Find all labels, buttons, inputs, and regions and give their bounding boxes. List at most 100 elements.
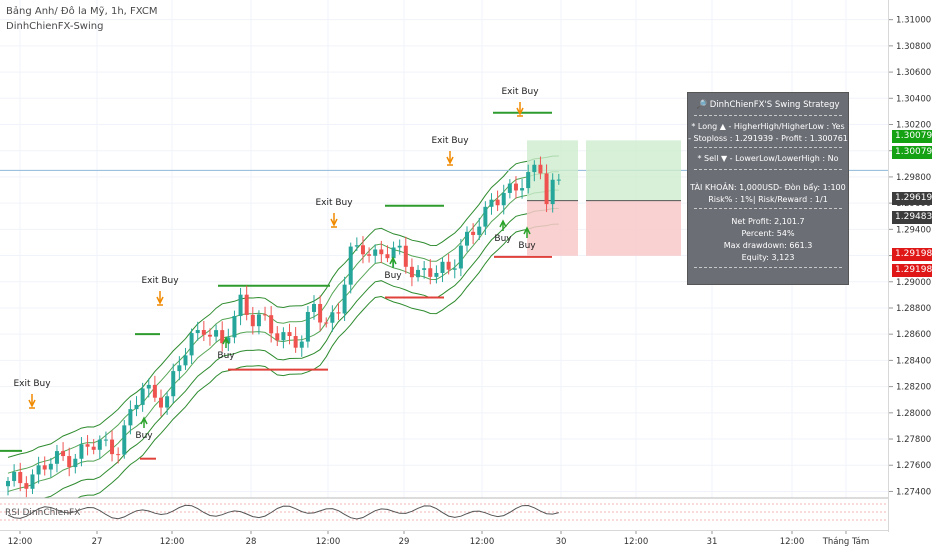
info-title-text: DinhChienFX'S Swing Strategy xyxy=(709,100,840,110)
candle-body xyxy=(556,179,561,181)
candle-body xyxy=(116,454,121,456)
candle-body xyxy=(79,444,84,459)
candle-body xyxy=(128,409,133,426)
time-tick-label: 12:00 xyxy=(470,537,495,547)
candle-body xyxy=(452,268,457,270)
candle-body xyxy=(152,384,157,398)
candle-body xyxy=(422,268,427,270)
info-long-line: * Long ▲ - HigherHigh/HigherLow : Yes xyxy=(691,122,845,131)
info-separator xyxy=(694,115,842,116)
candle-body xyxy=(397,245,402,248)
candle-body xyxy=(30,474,35,489)
candle-body xyxy=(275,333,280,341)
candle-body xyxy=(434,272,439,277)
candle-body xyxy=(287,332,292,337)
info-separator xyxy=(694,267,842,268)
price-tick-label: 1.28000 xyxy=(896,409,931,419)
price-tick-label: 1.31000 xyxy=(896,16,931,26)
candle-body xyxy=(507,183,512,193)
exit-buy-label: Exit Buy xyxy=(315,198,353,208)
candle-body xyxy=(330,312,335,323)
candle-body xyxy=(379,249,384,255)
exit-buy-label: Exit Buy xyxy=(13,379,51,389)
price-tick-label: 1.27800 xyxy=(896,435,931,445)
candle-body xyxy=(189,333,194,356)
time-tick-label: 12:00 xyxy=(624,537,649,547)
candle-body xyxy=(140,388,145,405)
buy-arrow-icon xyxy=(523,226,531,238)
price-tag: 1.29198 xyxy=(892,248,932,261)
loss-zone xyxy=(586,200,681,256)
candle-body xyxy=(324,322,329,324)
candle-body xyxy=(477,226,482,235)
candle-body xyxy=(446,261,451,270)
info-percent: Percent: 54% xyxy=(741,229,795,238)
band-line xyxy=(7,223,559,527)
price-tag: 1.29619 xyxy=(892,192,932,205)
time-axis[interactable]: 12:00 27 12:00 28 12:00 29 12:00 30 12:00 31 12:00… xyxy=(0,530,888,551)
time-tick-label: 12:00 xyxy=(316,537,341,547)
info-sell-line: * Sell ▼ - LowerLow/LowerHigh : No xyxy=(697,154,839,163)
magnifier-icon: 🔎 xyxy=(696,100,708,110)
candle-body xyxy=(281,332,286,341)
time-tick-label: 27 xyxy=(92,537,103,547)
info-separator xyxy=(694,147,842,148)
info-net-profit: Net Profit: 2,101.7 xyxy=(731,217,805,226)
candle-body xyxy=(428,268,433,277)
info-max-drawdown: Max drawdown: 661.3 xyxy=(723,241,813,250)
candle-body xyxy=(269,315,274,334)
time-tick-label: Tháng Tám xyxy=(822,537,870,547)
exit-buy-label: Exit Buy xyxy=(501,87,539,97)
candle-body xyxy=(97,439,102,450)
candle-body xyxy=(134,404,139,410)
band-line xyxy=(7,207,559,511)
indicator-name: DinhChienFX-Swing xyxy=(6,21,104,32)
candle-body xyxy=(409,266,414,278)
candles-layer xyxy=(6,156,561,498)
candle-body xyxy=(67,456,72,468)
price-tick-label: 1.30600 xyxy=(896,68,931,78)
candle-body xyxy=(220,330,225,344)
time-tick-label: 30 xyxy=(556,537,567,547)
info-account-line: TÀI KHOẢN: 1,000USD- Đòn bẩy: 1:100 xyxy=(690,183,846,192)
candle-body xyxy=(226,337,231,344)
candle-body xyxy=(483,206,488,227)
info-stoploss-line: - Stoploss : 1.291939 - Profit : 1.30076… xyxy=(688,134,848,143)
candle-body xyxy=(195,330,200,334)
time-tick-label: 12:00 xyxy=(8,537,33,547)
price-tick-label: 1.28800 xyxy=(896,304,931,314)
candle-body xyxy=(201,330,206,335)
signals-layer: Exit Buy Buy Exit Buy Buy Exit Buy Buy Exit Bu… xyxy=(13,87,539,441)
exit-buy-label: Exit Buy xyxy=(431,136,469,146)
candle-body xyxy=(165,396,170,408)
price-tag: 1.30079 xyxy=(892,146,932,159)
price-tick-label: 1.29800 xyxy=(896,173,931,183)
time-tick-label: 29 xyxy=(399,537,410,547)
candle-body xyxy=(73,458,78,468)
time-tick-label: 28 xyxy=(246,537,257,547)
candle-body xyxy=(18,472,23,484)
strategy-info-panel: 🔎 DinhChienFX'S Swing Strategy * Long ▲ … xyxy=(687,92,849,285)
buy-label: Buy xyxy=(217,351,235,361)
exit-arrow-icon xyxy=(446,151,454,166)
candle-body xyxy=(354,245,359,247)
info-equity: Equity: 3,123 xyxy=(741,253,795,262)
candle-body xyxy=(342,284,347,314)
candle-body xyxy=(495,199,500,206)
candle-body xyxy=(293,336,298,348)
buy-label: Buy xyxy=(518,241,536,251)
exit-buy-label: Exit Buy xyxy=(141,276,179,286)
candle-body xyxy=(305,311,310,342)
candle-body xyxy=(61,451,66,457)
candle-body xyxy=(403,245,408,267)
exit-arrow-icon xyxy=(28,394,36,409)
candle-body xyxy=(312,303,316,312)
time-tick-label: 31 xyxy=(707,537,718,547)
rsi-line xyxy=(7,504,559,520)
candle-body xyxy=(520,188,525,191)
info-separator xyxy=(694,169,842,170)
price-tick-label: 1.28600 xyxy=(896,330,931,340)
price-tick-label: 1.28400 xyxy=(896,356,931,366)
candle-body xyxy=(256,314,261,327)
